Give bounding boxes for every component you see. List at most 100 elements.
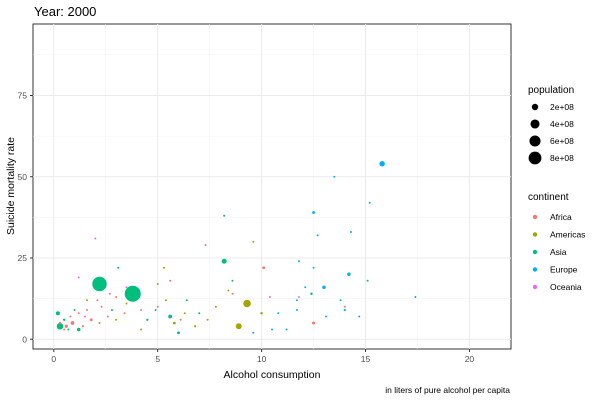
data-point-americas bbox=[193, 325, 197, 328]
data-point-africa bbox=[204, 244, 207, 246]
x-axis-title: Alcohol consumption bbox=[224, 369, 321, 381]
data-point-europe bbox=[322, 285, 326, 290]
y-tick-label: 50 bbox=[18, 172, 28, 182]
color-legend-key bbox=[532, 267, 538, 272]
data-point-africa bbox=[343, 305, 346, 308]
color-legend-title: continent bbox=[528, 192, 569, 203]
data-point-europe bbox=[366, 279, 369, 282]
data-point-oceania bbox=[77, 276, 80, 279]
data-point-europe bbox=[285, 328, 288, 331]
data-point-oceania bbox=[108, 292, 111, 295]
data-point-americas bbox=[214, 305, 217, 308]
x-axis-ticks: 0 5 10 15 20 bbox=[51, 349, 474, 364]
y-axis-title: Suicide mortality rate bbox=[5, 137, 17, 235]
data-point-asia bbox=[92, 276, 107, 292]
data-point-americas bbox=[235, 323, 242, 330]
data-point-americas bbox=[125, 302, 128, 305]
data-point-africa bbox=[58, 321, 62, 325]
data-point-europe bbox=[312, 211, 315, 214]
data-point-europe bbox=[316, 234, 319, 237]
size-legend: population 2e+08 4e+08 6e+08 8e+08 bbox=[528, 85, 574, 165]
color-legend-key bbox=[532, 214, 538, 220]
size-legend-label: 4e+08 bbox=[550, 119, 574, 129]
data-point-europe bbox=[295, 309, 298, 311]
size-legend-key bbox=[528, 151, 542, 165]
data-point-europe bbox=[312, 266, 315, 269]
data-point-americas bbox=[115, 318, 118, 321]
y-axis-ticks: 0 25 50 75 bbox=[18, 91, 33, 344]
data-point-asia bbox=[185, 299, 188, 302]
data-point-africa bbox=[81, 325, 85, 328]
data-point-europe bbox=[343, 308, 346, 312]
data-point-asia bbox=[154, 309, 157, 311]
data-point-africa bbox=[64, 324, 68, 328]
data-point-asia bbox=[124, 285, 141, 302]
data-point-oceania bbox=[125, 286, 128, 289]
data-point-africa bbox=[70, 321, 75, 325]
data-point-africa bbox=[77, 312, 80, 315]
color-legend-label: Oceania bbox=[550, 282, 582, 292]
data-point-europe bbox=[304, 286, 307, 289]
data-point-americas bbox=[165, 299, 168, 302]
data-point-africa bbox=[169, 279, 172, 282]
data-point-europe bbox=[339, 299, 342, 302]
data-point-asia bbox=[62, 318, 66, 321]
x-tick-label: 5 bbox=[155, 354, 160, 364]
data-point-europe bbox=[333, 175, 336, 178]
data-point-americas bbox=[252, 240, 255, 243]
data-point-americas bbox=[156, 283, 159, 285]
data-point-americas bbox=[172, 321, 176, 325]
size-legend-label: 6e+08 bbox=[550, 136, 574, 146]
data-points bbox=[55, 161, 417, 335]
data-point-americas bbox=[227, 289, 230, 292]
color-legend-label: Africa bbox=[550, 212, 572, 222]
data-point-asia bbox=[310, 292, 313, 295]
data-point-asia bbox=[146, 318, 149, 321]
chart-caption: in liters of pure alcohol per capita bbox=[385, 385, 510, 395]
data-point-africa bbox=[123, 312, 126, 315]
data-point-europe bbox=[277, 312, 280, 315]
size-legend-key bbox=[529, 135, 541, 147]
y-tick-label: 0 bbox=[22, 334, 27, 344]
data-point-americas bbox=[86, 299, 89, 302]
color-legend-key bbox=[532, 249, 538, 255]
data-point-africa bbox=[106, 315, 109, 318]
data-point-europe bbox=[379, 161, 385, 167]
color-legend-label: Europe bbox=[550, 265, 578, 275]
data-point-asia bbox=[177, 331, 180, 335]
data-point-europe bbox=[295, 299, 298, 302]
data-point-asia bbox=[223, 214, 226, 217]
data-point-americas bbox=[260, 312, 263, 315]
color-legend: continent Africa Americas Asia Europe Oceani… bbox=[528, 192, 585, 292]
data-point-asia bbox=[117, 266, 120, 269]
plot-panel bbox=[32, 23, 512, 350]
data-point-africa bbox=[89, 318, 93, 322]
data-point-africa bbox=[156, 305, 159, 308]
data-point-asia bbox=[110, 308, 113, 312]
data-point-europe bbox=[252, 331, 255, 334]
data-point-asia bbox=[221, 258, 227, 264]
data-point-europe bbox=[325, 315, 328, 318]
data-point-africa bbox=[69, 315, 72, 318]
grid bbox=[33, 24, 511, 349]
data-point-europe bbox=[298, 260, 301, 263]
color-legend-label: Americas bbox=[550, 230, 585, 240]
x-tick-label: 20 bbox=[465, 354, 475, 364]
data-point-asia bbox=[56, 322, 64, 330]
size-legend-label: 8e+08 bbox=[550, 153, 574, 163]
data-point-africa bbox=[262, 266, 266, 270]
data-point-oceania bbox=[83, 315, 86, 318]
data-point-africa bbox=[100, 305, 103, 308]
data-point-africa bbox=[231, 292, 234, 295]
data-point-asia bbox=[76, 327, 81, 332]
color-legend-label: Asia bbox=[550, 247, 567, 257]
data-point-africa bbox=[140, 309, 143, 311]
data-point-asia bbox=[198, 312, 201, 315]
data-point-americas bbox=[183, 312, 186, 315]
data-point-asia bbox=[55, 311, 60, 316]
data-point-americas bbox=[206, 318, 209, 321]
data-point-asia bbox=[231, 279, 234, 282]
x-tick-label: 0 bbox=[51, 354, 56, 364]
data-point-americas bbox=[162, 266, 165, 269]
